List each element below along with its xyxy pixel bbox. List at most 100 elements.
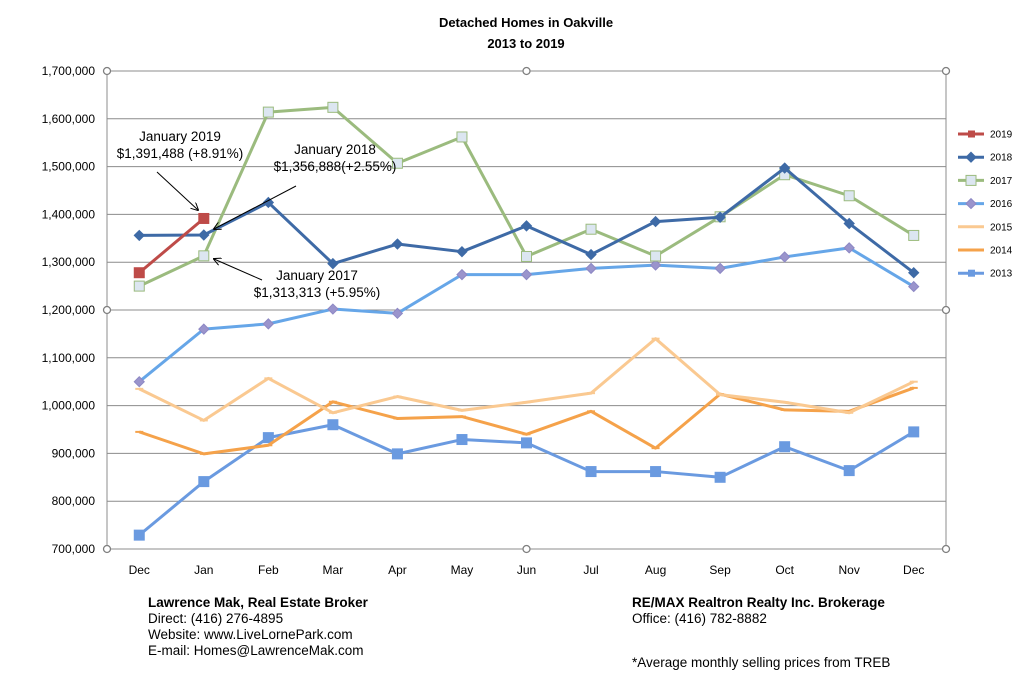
- y-tick-label: 1,000,000: [42, 399, 96, 413]
- legend-marker: [968, 269, 975, 277]
- data-point: [198, 323, 210, 335]
- legend-item-2016: 2016: [958, 197, 1013, 210]
- data-point: [198, 476, 210, 488]
- legend-item-2019: 2019: [958, 130, 1013, 141]
- data-point: [908, 229, 920, 241]
- annotation-text: January 2019: [139, 129, 221, 144]
- annotation-2019: January 2019 $1,391,488 (+8.91%): [117, 129, 243, 210]
- annotation-2018: January 2018 $1,356,888(+2.55%): [214, 142, 396, 229]
- series-2015: [135, 337, 918, 422]
- data-point: [585, 248, 597, 261]
- data-point: [456, 268, 468, 281]
- data-point: [262, 106, 274, 118]
- series-line: [138, 246, 915, 383]
- data-point: [456, 434, 468, 446]
- data-point: [778, 162, 791, 174]
- annotation-2017: January 2017 $1,313,313 (+5.95%): [214, 259, 380, 300]
- x-tick-label: Mar: [323, 563, 344, 577]
- legend-item-2018: 2018: [958, 151, 1013, 164]
- series-line: [138, 337, 915, 422]
- data-point: [843, 242, 855, 254]
- y-tick-label: 700,000: [52, 542, 96, 556]
- data-point: [262, 318, 275, 330]
- series-2017: [133, 101, 920, 292]
- legend-label: 2015: [990, 222, 1013, 233]
- source-note: *Average monthly selling prices from TRE…: [632, 655, 891, 670]
- x-tick-label: Jun: [517, 563, 536, 577]
- data-point: [714, 211, 726, 223]
- data-point: [198, 212, 210, 224]
- data-point: [843, 465, 855, 477]
- legend-item-2017: 2017: [958, 174, 1013, 187]
- broker-name: Lawrence Mak, Real Estate Broker: [148, 595, 368, 610]
- data-point: [521, 250, 532, 262]
- chart-resize-handle[interactable]: [102, 305, 112, 315]
- y-tick-label: 1,700,000: [42, 64, 96, 78]
- data-point: [456, 245, 468, 258]
- data-point: [908, 280, 920, 293]
- chart-resize-handle[interactable]: [102, 66, 112, 76]
- chart-resize-handle[interactable]: [941, 305, 951, 315]
- y-tick-label: 900,000: [52, 446, 96, 460]
- data-point: [585, 262, 597, 275]
- data-point: [198, 229, 210, 241]
- data-point: [262, 196, 275, 209]
- data-point: [327, 257, 339, 270]
- series-line: [138, 217, 205, 274]
- x-tick-label: Jul: [583, 563, 598, 577]
- x-tick-label: Sep: [709, 563, 731, 577]
- broker-website: Website: www.LiveLornePark.com: [148, 627, 353, 642]
- data-point: [965, 197, 977, 210]
- data-point: [843, 217, 855, 230]
- x-tick-label: Dec: [903, 563, 924, 577]
- data-point: [327, 101, 339, 113]
- chart-resize-handle[interactable]: [941, 544, 951, 554]
- brokerage-contact: RE/MAX Realtron Realty Inc. Brokerage Of…: [632, 595, 885, 627]
- data-point: [965, 151, 977, 163]
- x-tick-label: Nov: [839, 563, 860, 577]
- data-point: [521, 437, 532, 449]
- data-point: [133, 229, 145, 242]
- data-point: [133, 280, 145, 292]
- data-point: [908, 267, 920, 279]
- annotation-text: January 2017: [276, 268, 358, 283]
- broker-direct-phone: Direct: (416) 276-4895: [148, 611, 284, 626]
- data-point: [650, 466, 662, 478]
- data-point: [391, 157, 403, 169]
- annotation-text: $1,356,888(+2.55%): [274, 159, 397, 174]
- x-tick-label: Aug: [645, 563, 666, 577]
- annotation-arrow: [214, 259, 263, 281]
- data-point: [262, 432, 274, 444]
- x-tick-label: Feb: [258, 563, 279, 577]
- y-tick-label: 1,300,000: [42, 255, 96, 269]
- legend-label: 2016: [990, 199, 1013, 210]
- series-2013: [133, 419, 920, 541]
- data-point: [327, 419, 339, 431]
- x-tick-label: Apr: [388, 563, 407, 577]
- annotation-text: January 2018: [294, 142, 376, 157]
- broker-email: E-mail: Homes@LawrenceMak.com: [148, 643, 364, 658]
- series-2018: [133, 162, 920, 279]
- y-tick-label: 1,400,000: [42, 207, 96, 221]
- chart-resize-handle[interactable]: [941, 66, 951, 76]
- chart-resize-handle[interactable]: [522, 66, 531, 76]
- x-tick-label: Oct: [775, 563, 794, 577]
- chart-resize-handle[interactable]: [522, 544, 531, 554]
- data-point: [714, 262, 726, 275]
- data-point: [649, 259, 662, 271]
- chart-resize-handle[interactable]: [102, 544, 112, 554]
- annotation-text: $1,313,313 (+5.95%): [254, 285, 380, 300]
- brokerage-office-phone: Office: (416) 782-8882: [632, 611, 767, 626]
- data-point: [391, 307, 404, 320]
- data-point: [585, 466, 597, 478]
- data-point: [133, 529, 145, 541]
- x-tick-label: Jan: [194, 563, 213, 577]
- series-2019: [133, 212, 210, 279]
- annotation-arrow: [156, 171, 198, 210]
- legend-label: 2013: [990, 269, 1013, 280]
- y-tick-label: 1,600,000: [42, 112, 96, 126]
- chart-subtitle: 2013 to 2019: [487, 36, 564, 51]
- legend-label: 2019: [990, 130, 1013, 141]
- x-tick-label: Dec: [129, 563, 150, 577]
- data-point: [650, 250, 662, 262]
